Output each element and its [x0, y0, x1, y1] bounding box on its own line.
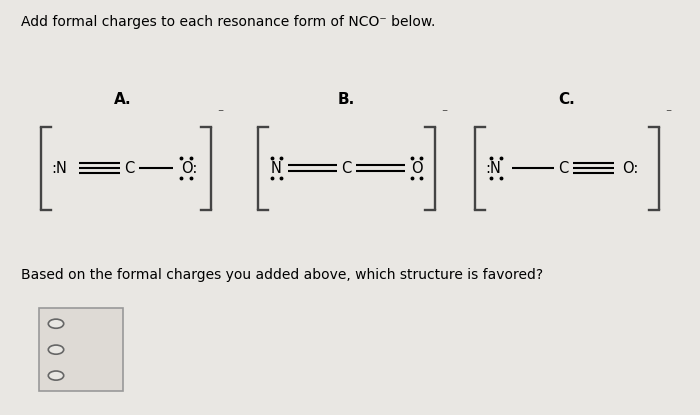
Text: ⁻: ⁻: [217, 107, 223, 120]
Text: B: B: [76, 342, 85, 357]
Text: O:: O:: [622, 161, 638, 176]
Text: C.: C.: [559, 92, 575, 107]
Text: C: C: [76, 368, 86, 383]
Text: O: O: [411, 161, 422, 176]
Text: :N: :N: [486, 161, 501, 176]
Text: ⁻: ⁻: [441, 107, 447, 120]
Circle shape: [48, 319, 64, 328]
Text: C: C: [125, 161, 134, 176]
Text: Add formal charges to each resonance form of NCO⁻ below.: Add formal charges to each resonance for…: [21, 15, 435, 29]
Text: C: C: [559, 161, 568, 176]
Text: A.: A.: [113, 92, 132, 107]
Text: B.: B.: [338, 92, 355, 107]
Text: A: A: [76, 316, 85, 331]
Text: C: C: [342, 161, 351, 176]
Text: ⁻: ⁻: [665, 107, 671, 120]
Text: Based on the formal charges you added above, which structure is favored?: Based on the formal charges you added ab…: [21, 268, 543, 282]
Circle shape: [48, 371, 64, 380]
Text: O:: O:: [181, 161, 197, 176]
Text: :N: :N: [52, 161, 67, 176]
Text: N: N: [271, 161, 282, 176]
Circle shape: [48, 345, 64, 354]
FancyBboxPatch shape: [39, 308, 122, 391]
